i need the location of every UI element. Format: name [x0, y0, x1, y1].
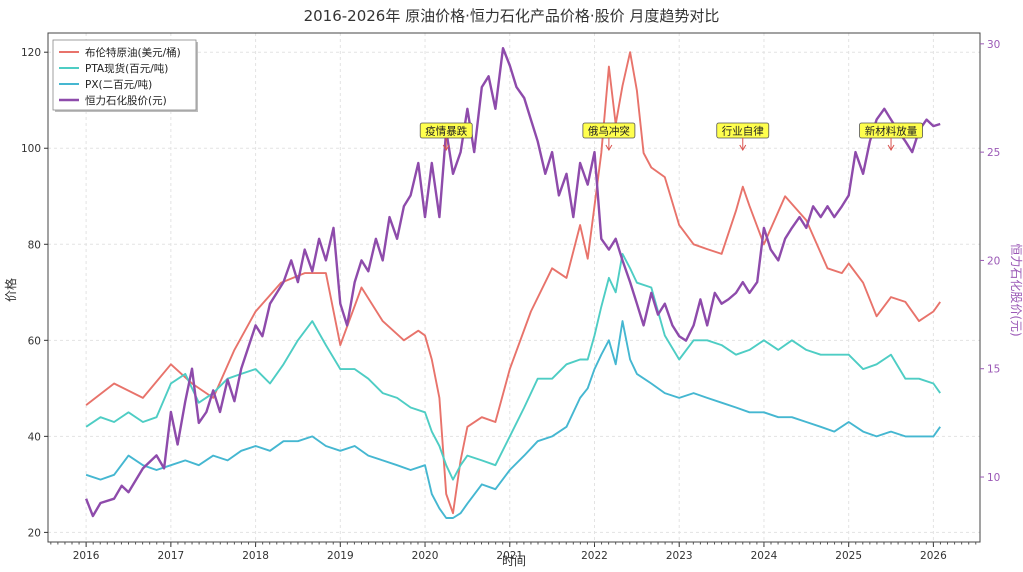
legend-label: 布伦特原油(美元/桶) [85, 46, 181, 59]
y-tick-label: 80 [28, 239, 41, 251]
annotation-label: 新材料放量 [865, 125, 918, 138]
series-line-1 [85, 252, 941, 481]
y2-axis-label: 恒力石化股价(元) [1009, 243, 1023, 336]
grid-lines [48, 33, 980, 542]
y-tick-label: 120 [21, 47, 41, 59]
chart-title: 2016-2026年 原油价格·恒力石化产品价格·股价 月度趋势对比 [303, 7, 720, 25]
y-tick-label: 60 [28, 335, 41, 347]
x-tick-label: 2024 [751, 550, 778, 562]
y-tick-label: 20 [28, 527, 41, 539]
annotation-label: 疫情暴跌 [425, 125, 467, 138]
y2-tick-label: 15 [987, 364, 1000, 376]
x-tick-label: 2016 [73, 550, 100, 562]
legend: 布伦特原油(美元/桶) PTA现货(百元/吨) PX(二百元/吨) 恒力石化股价(元) [52, 39, 198, 112]
series-line-0 [85, 51, 941, 515]
series-line-2 [85, 320, 941, 519]
annotation-label: 俄乌冲突 [588, 125, 630, 138]
annotation-arrowhead [887, 144, 895, 151]
x-tick-label: 2018 [242, 550, 269, 562]
y2-tick-label: 20 [987, 255, 1000, 267]
y2-tick-label: 30 [987, 39, 1000, 51]
series-lines [84, 47, 941, 519]
y-axis-label: 价格 [3, 278, 18, 302]
series-line-3 [84, 47, 941, 518]
legend-label: PX(二百元/吨) [85, 78, 152, 91]
x-tick-label: 2019 [327, 550, 354, 562]
legend-label: 恒力石化股价(元) [85, 94, 167, 107]
x-tick-label: 2022 [581, 550, 608, 562]
annotation-arrowhead [605, 144, 613, 151]
annotation-label: 行业自律 [722, 125, 764, 138]
y-tick-label: 40 [28, 431, 41, 443]
x-tick-label: 2026 [920, 550, 947, 562]
legend-label: PTA现货(百元/吨) [85, 62, 168, 75]
axes: 2016 2017 2018 2019 2020 2021 2022 2023 2024 2025… [21, 39, 1000, 562]
x-axis-label: 时间 [502, 554, 526, 568]
y2-tick-label: 10 [987, 472, 1000, 484]
x-tick-label: 2017 [157, 550, 184, 562]
x-tick-label: 2025 [835, 550, 862, 562]
annotations: 疫情暴跌 俄乌冲突 行业自律 新材料放量 [419, 122, 923, 151]
y-tick-label: 100 [21, 143, 41, 155]
plot-frame [47, 32, 981, 543]
annotation-arrowhead [442, 144, 450, 151]
x-tick-label: 2020 [412, 550, 439, 562]
y2-tick-label: 25 [987, 147, 1000, 159]
x-tick-label: 2021 [496, 550, 523, 562]
annotation-arrowhead [739, 144, 747, 151]
x-tick-label: 2023 [666, 550, 693, 562]
